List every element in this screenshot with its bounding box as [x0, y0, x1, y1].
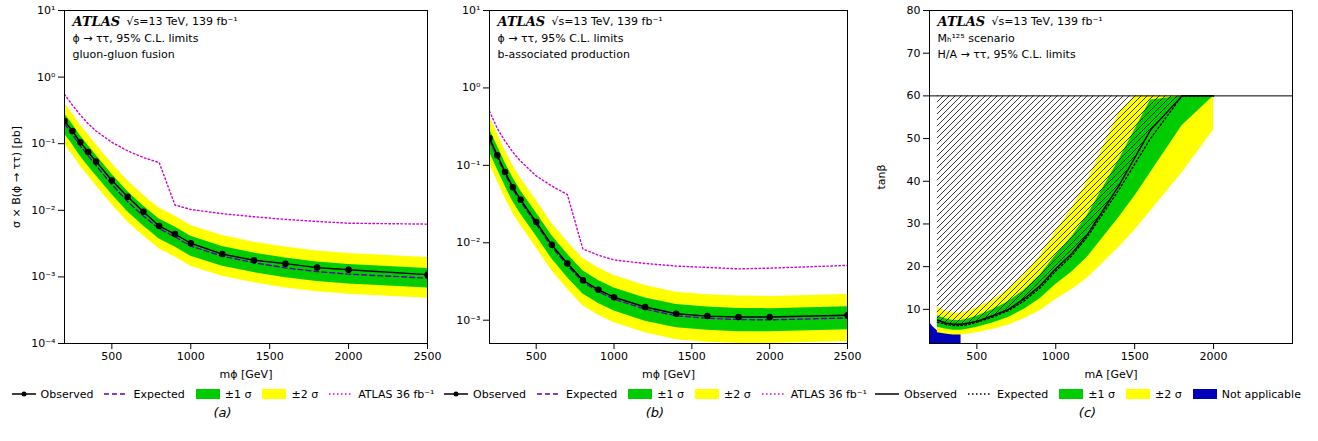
- svg-text:tanβ: tanβ: [875, 164, 888, 189]
- svg-text:1000: 1000: [600, 350, 628, 363]
- svg-text:10¹: 10¹: [37, 4, 55, 17]
- html-text:Observed: Observed: [904, 387, 957, 401]
- html-text:Expected: Expected: [565, 387, 618, 401]
- svg-text:2500: 2500: [834, 350, 862, 363]
- svg-text:2000: 2000: [335, 350, 363, 363]
- svg-text:Mₕ¹²⁵ scenario: Mₕ¹²⁵ scenario: [938, 32, 1016, 45]
- html-text:±2 σ: ±2 σ: [724, 387, 751, 401]
- html-text:±2 σ: ±2 σ: [291, 387, 319, 401]
- svg-text:50: 50: [907, 132, 921, 145]
- svg-text:10¹: 10¹: [462, 4, 480, 17]
- html-text:Not applicable: Not applicable: [1221, 387, 1301, 401]
- svg-text:H/A → ττ, 95% C.L. limits: H/A → ττ, 95% C.L. limits: [938, 48, 1076, 61]
- html-text:±2 σ: ±2 σ: [1155, 387, 1182, 401]
- svg-text:80: 80: [907, 4, 921, 17]
- svg-text:1500: 1500: [678, 350, 706, 363]
- svg-text:10⁰: 10⁰: [37, 71, 56, 84]
- svg-text:1000: 1000: [1042, 350, 1070, 363]
- svg-text:10⁻³: 10⁻³: [31, 270, 55, 283]
- html-text:±1 σ: ±1 σ: [1088, 387, 1115, 401]
- svg-text:20: 20: [907, 260, 921, 273]
- html-text:Observed: Observed: [40, 387, 94, 401]
- svg-text:60: 60: [907, 89, 921, 102]
- svg-text:1500: 1500: [1121, 350, 1149, 363]
- svg-text:500: 500: [966, 350, 987, 363]
- html-text:(a): (a): [213, 405, 232, 420]
- svg-text:σ × B(ϕ → ττ) [pb]: σ × B(ϕ → ττ) [pb]: [10, 126, 23, 228]
- svg-text:2000: 2000: [756, 350, 784, 363]
- svg-text:2500: 2500: [414, 350, 442, 363]
- svg-text:10⁰: 10⁰: [462, 81, 481, 94]
- svg-text:√s=13 TeV, 139 fb⁻¹: √s=13 TeV, 139 fb⁻¹: [552, 15, 663, 28]
- svg-text:ϕ → ττ, 95% C.L. limits: ϕ → ττ, 95% C.L. limits: [73, 32, 199, 45]
- svg-text:40: 40: [907, 175, 921, 188]
- svg-text:500: 500: [526, 350, 547, 363]
- svg-text:10⁻¹: 10⁻¹: [31, 137, 55, 150]
- svg-text:2000: 2000: [1200, 350, 1228, 363]
- html-text:±1 σ: ±1 σ: [657, 387, 684, 401]
- svg-text:√s=13 TeV, 139 fb⁻¹: √s=13 TeV, 139 fb⁻¹: [127, 15, 238, 28]
- svg-text:10⁻³: 10⁻³: [456, 314, 480, 327]
- svg-text:1000: 1000: [177, 350, 205, 363]
- svg-text:mϕ [GeV]: mϕ [GeV]: [642, 368, 695, 381]
- svg-text:ATLAS: ATLAS: [71, 14, 121, 29]
- svg-text:gluon-gluon fusion: gluon-gluon fusion: [73, 48, 175, 61]
- html-text:Observed: Observed: [473, 387, 526, 401]
- svg-text:10: 10: [907, 303, 921, 316]
- html-text:Expected: Expected: [997, 387, 1049, 401]
- svg-text:70: 70: [907, 47, 921, 60]
- html-text:±1 σ: ±1 σ: [224, 387, 252, 401]
- svg-text:500: 500: [101, 350, 122, 363]
- svg-text:10⁻⁴: 10⁻⁴: [31, 337, 56, 350]
- svg-text:mϕ [GeV]: mϕ [GeV]: [220, 368, 273, 381]
- svg-text:ϕ → ττ, 95% C.L. limits: ϕ → ττ, 95% C.L. limits: [498, 32, 624, 45]
- svg-text:30: 30: [907, 217, 921, 230]
- html-text:(b): (b): [645, 405, 665, 420]
- html-text:Expected: Expected: [133, 387, 185, 401]
- svg-text:10⁻²: 10⁻²: [456, 236, 480, 249]
- svg-text:ATLAS: ATLAS: [496, 14, 546, 29]
- svg-text:1500: 1500: [256, 350, 284, 363]
- html-text:ATLAS 36 fb⁻¹: ATLAS 36 fb⁻¹: [358, 387, 435, 401]
- svg-text:√s=13 TeV, 139 fb⁻¹: √s=13 TeV, 139 fb⁻¹: [992, 15, 1103, 28]
- svg-text:ATLAS: ATLAS: [936, 14, 986, 29]
- html-text:ATLAS 36 fb⁻¹: ATLAS 36 fb⁻¹: [790, 387, 867, 401]
- svg-text:mA [GeV]: mA [GeV]: [1084, 368, 1137, 381]
- svg-text:b-associated production: b-associated production: [498, 48, 630, 61]
- svg-text:10⁻¹: 10⁻¹: [456, 159, 480, 172]
- html-text:(c): (c): [1078, 405, 1097, 420]
- svg-text:10⁻²: 10⁻²: [31, 204, 55, 217]
